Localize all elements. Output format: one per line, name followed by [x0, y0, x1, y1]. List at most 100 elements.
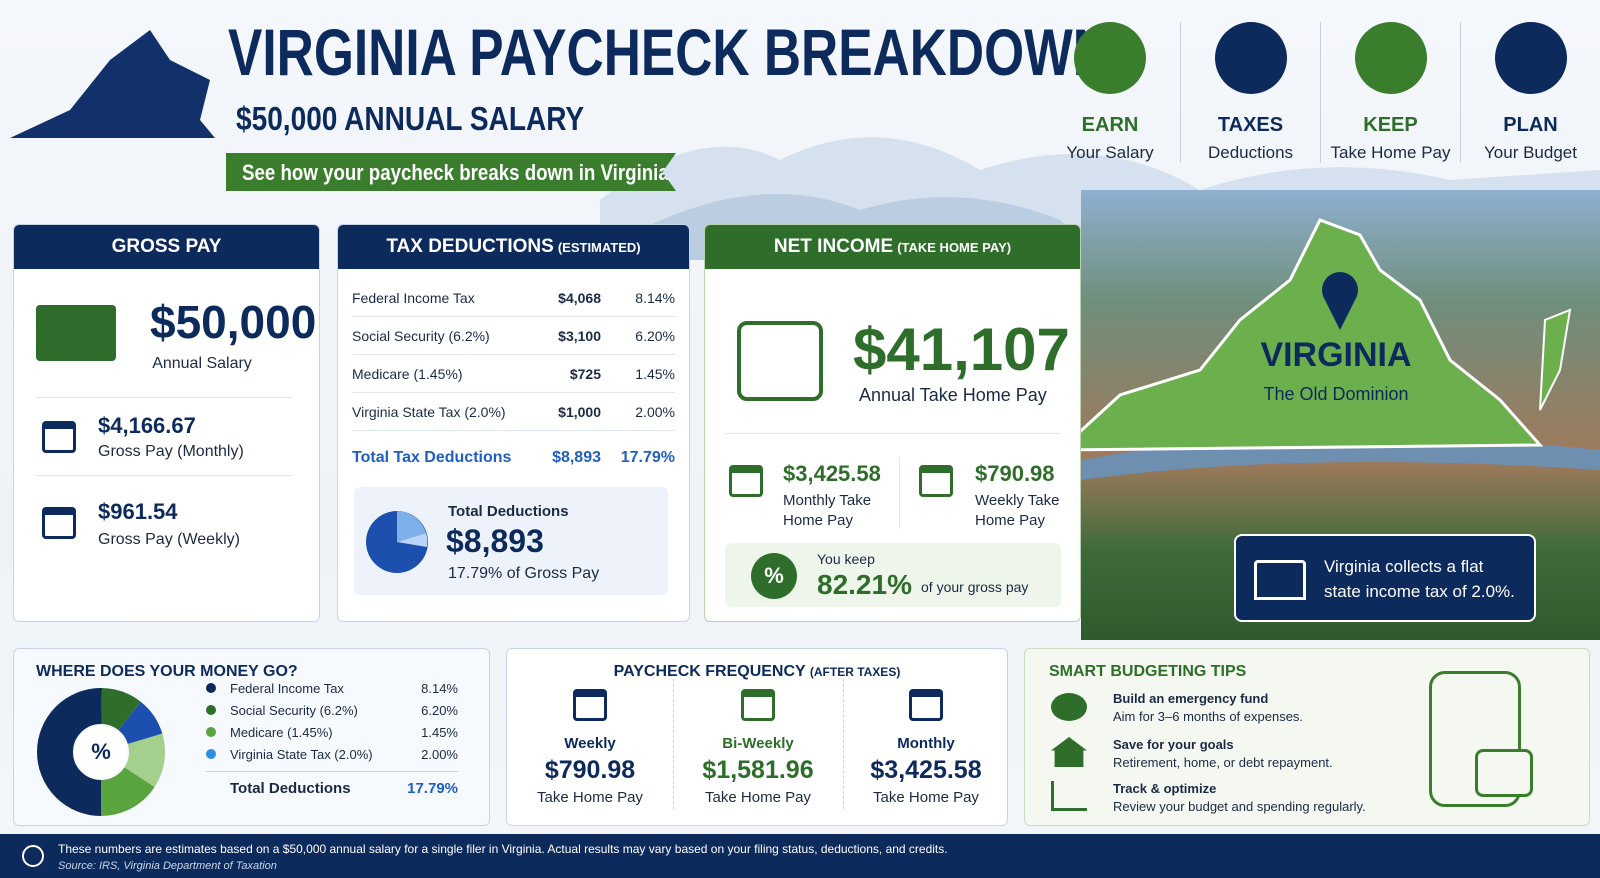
tips-card: SMART BUDGETING TIPS Build an emergency … — [1024, 648, 1590, 826]
text: Medicare (1.45%) — [230, 724, 333, 740]
text: $50,000 ANNUAL SALARY — [236, 100, 585, 137]
card-heading: TAX DEDUCTIONS (ESTIMATED) — [338, 225, 689, 269]
text: VIRGINIA PAYCHECK BREAKDOWN — [228, 15, 1110, 89]
gross-weekly: $961.54 — [98, 499, 178, 524]
text: $8,893 — [552, 449, 601, 466]
text: 2.00% — [421, 746, 458, 762]
card-heading: PAYCHECK FREQUENCY (AFTER TAXES) — [507, 663, 1007, 681]
text: (TAKE HOME PAY) — [897, 239, 1012, 255]
nav-item: PLAN Your Budget — [1460, 22, 1600, 163]
text: Monthly — [897, 735, 955, 752]
legend-item: Federal Income Tax 8.14% — [206, 677, 458, 699]
legend-item: Medicare (1.45%) 1.45% — [206, 721, 458, 743]
text: 17.79% — [620, 449, 675, 466]
keep-note: of your gross pay — [921, 579, 1029, 595]
text: TAX DEDUCTIONS — [386, 236, 554, 257]
text: Social Security (6.2%) — [352, 327, 490, 344]
tax-card: TAX DEDUCTIONS (ESTIMATED) Federal Income… — [337, 224, 690, 622]
text: 8.14% — [635, 289, 675, 306]
summary-box: Total Deductions $8,893 17.79% of Gross … — [354, 487, 668, 595]
footer: These numbers are estimates based on a $… — [0, 834, 1600, 878]
net-monthly-label: Monthly Take Home Pay — [783, 492, 872, 529]
nav-title: PLAN — [1503, 114, 1558, 136]
net-card: NET INCOME (TAKE HOME PAY) $41,107 Annual… — [704, 224, 1081, 622]
card-heading: WHERE DOES YOUR MONEY GO? — [36, 663, 298, 680]
legend-total: Total Deductions 17.79% — [206, 771, 458, 805]
nav: EARN Your Salary TAXES Deductions KEEP Take… — [1040, 22, 1600, 172]
legend-item: Virginia State Tax (2.0%) 2.00% — [206, 743, 458, 765]
text: GROSS PAY — [111, 236, 222, 257]
map-state: VIRGINIA — [1260, 336, 1412, 374]
frequency-item: Bi-Weekly $1,581.96 Take Home Pay — [675, 689, 841, 806]
gross-monthly-label: Gross Pay (Monthly) — [98, 443, 244, 460]
text: 8.14% — [421, 680, 458, 696]
text: Federal Income Tax — [352, 289, 475, 306]
nav-title: KEEP — [1363, 114, 1418, 136]
wallet-icon — [737, 321, 823, 401]
text: See how your paycheck breaks down in Vir… — [242, 160, 669, 185]
text: 17.79% — [407, 780, 458, 797]
card-heading: NET INCOME (TAKE HOME PAY) — [705, 225, 1080, 269]
frequency-item: Weekly $790.98 Take Home Pay — [507, 689, 673, 806]
net-weekly: $790.98 — [975, 461, 1055, 486]
text: (AFTER TAXES) — [809, 665, 901, 679]
net-label: Annual Take Home Pay — [859, 385, 1047, 405]
card-heading: GROSS PAY — [14, 225, 319, 269]
text: $790.98 — [544, 756, 636, 784]
legend: Federal Income Tax 8.14% Social Security … — [206, 677, 458, 805]
text: Medicare (1.45%) — [352, 365, 463, 382]
tax-note: Virginia collects a flat state income ta… — [1324, 557, 1515, 601]
text: $4,068 — [558, 289, 601, 306]
jar-icon — [1429, 671, 1521, 807]
tax-row: Social Security (6.2%) $3,100 6.20% — [352, 317, 675, 355]
text: 6.20% — [421, 702, 458, 718]
frequency-item: Monthly $3,425.58 Take Home Pay — [843, 689, 1007, 806]
donut-center: % — [91, 739, 111, 764]
tip-title: Build an emergency fund — [1113, 691, 1269, 706]
text: Virginia State Tax (2.0%) — [230, 746, 373, 762]
tax-row: Federal Income Tax $4,068 8.14% — [352, 279, 675, 317]
footer-note: These numbers are estimates based on a $… — [58, 842, 948, 856]
nav-subtitle: Your Budget — [1484, 143, 1577, 162]
text: Take Home Pay — [537, 789, 643, 806]
summary-amount: $8,893 — [446, 523, 544, 559]
nav-subtitle: Deductions — [1207, 143, 1294, 162]
tip-text: Review your budget and spending regularl… — [1113, 799, 1366, 814]
gross-label: Annual Salary — [152, 355, 252, 372]
summary-label: Total Deductions — [448, 503, 569, 520]
subtitle: $50,000 ANNUAL SALARY — [236, 100, 646, 138]
tax-row: Virginia State Tax (2.0%) $1,000 2.00% — [352, 393, 675, 431]
text: 2.00% — [635, 403, 675, 420]
money-icon — [36, 305, 116, 361]
frequency-card: PAYCHECK FREQUENCY (AFTER TAXES) Weekly $… — [506, 648, 1008, 826]
text: Total Tax Deductions — [352, 449, 512, 466]
gross-monthly: $4,166.67 — [98, 413, 196, 438]
text: Take Home Pay — [705, 789, 811, 806]
gross-weekly-label: Gross Pay (Weekly) — [98, 531, 240, 548]
pie-icon — [366, 511, 428, 573]
nav-item: EARN Your Salary — [1040, 22, 1180, 163]
tax-row: Medicare (1.45%) $725 1.45% — [352, 355, 675, 393]
text: Social Security (6.2%) — [230, 702, 358, 718]
text: Take Home Pay — [873, 789, 979, 806]
money-card: WHERE DOES YOUR MONEY GO? % Federal Inco… — [13, 648, 490, 826]
donut — [37, 688, 165, 816]
nav-subtitle: Take Home Pay — [1330, 143, 1451, 162]
net-monthly: $3,425.58 — [783, 461, 881, 486]
nav-item: TAXES Deductions — [1180, 22, 1320, 163]
tip-title: Track & optimize — [1113, 781, 1217, 796]
text: NET INCOME — [773, 236, 894, 257]
text: Virginia State Tax (2.0%) — [352, 403, 506, 420]
map-nickname: The Old Dominion — [1263, 384, 1409, 404]
text: $3,100 — [558, 327, 601, 344]
text: $725 — [569, 365, 601, 382]
text: Federal Income Tax — [230, 680, 344, 696]
gross-amount: $50,000 — [150, 296, 317, 348]
nav-title: TAXES — [1217, 114, 1284, 136]
text: PAYCHECK FREQUENCY — [613, 663, 806, 680]
text: 6.20% — [635, 327, 675, 344]
summary-note: 17.79% of Gross Pay — [448, 565, 600, 582]
footer-source: Source: IRS, Virginia Department of Taxa… — [58, 860, 277, 872]
